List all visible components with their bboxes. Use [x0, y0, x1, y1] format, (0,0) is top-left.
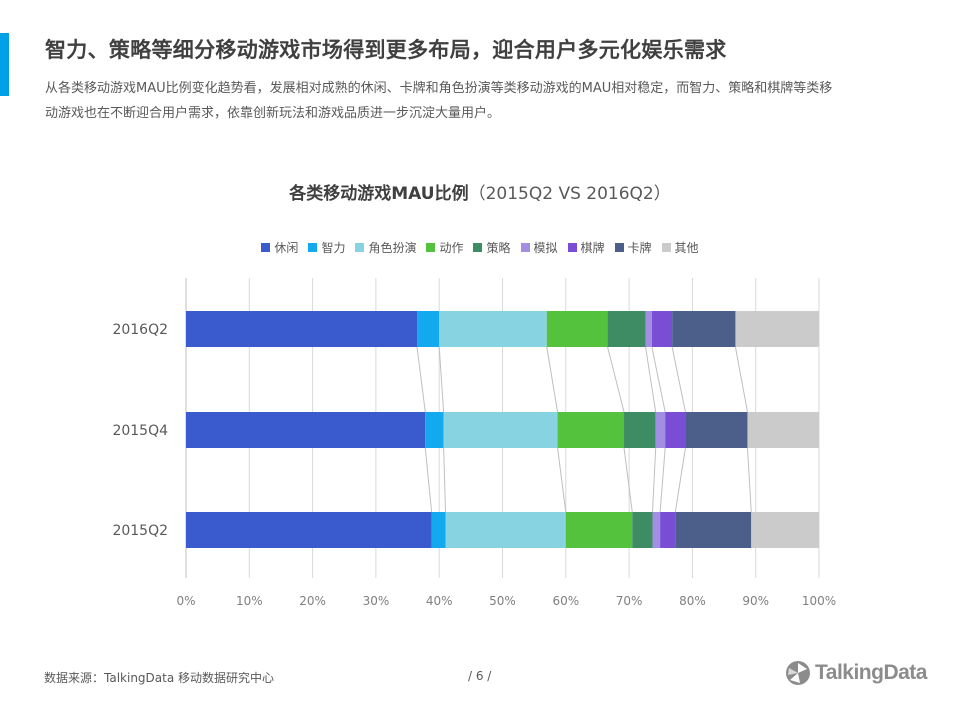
series-connector-line — [671, 346, 686, 413]
page-subtitle: 从各类移动游戏MAU比例变化趋势看，发展相对成熟的休闲、卡牌和角色扮演等类移动游… — [45, 81, 833, 121]
legend-swatch — [567, 243, 577, 252]
bar-segment — [652, 512, 661, 548]
x-tick-label: 20% — [299, 594, 326, 608]
bar-segment — [546, 311, 608, 347]
bar-segment — [439, 311, 547, 347]
legend-label: 棋牌 — [580, 241, 605, 255]
legend-item: 模拟 — [520, 239, 558, 256]
series-connector-line — [443, 447, 447, 513]
legend-item: 智力 — [308, 239, 345, 256]
legend-label: 智力 — [321, 241, 346, 255]
bar-segment — [624, 412, 656, 448]
bar-segment — [645, 311, 652, 347]
x-tick-label: 80% — [679, 594, 706, 608]
chart-title: 各类移动游戏MAU比例（2015Q2 VS 2016Q2） — [0, 179, 960, 204]
series-connector-line — [424, 447, 433, 513]
chart-title-sub: （2015Q2 VS 2016Q2） — [468, 184, 671, 204]
legend-item: 休闲 — [261, 239, 298, 256]
legend-swatch — [520, 243, 530, 252]
legend-item: 角色扮演 — [355, 239, 416, 256]
bar-segment — [445, 512, 566, 548]
series-connector-line — [651, 346, 666, 413]
bar-segment — [655, 412, 666, 448]
chart-title-main: 各类移动游戏MAU比例 — [289, 184, 469, 204]
bar-segment — [557, 412, 625, 448]
x-tick-label: 100% — [802, 594, 836, 608]
x-tick-label: 90% — [742, 594, 769, 608]
series-connector-line — [607, 346, 625, 413]
chart-legend: 休闲 智力 角色扮演 动作 策略 模拟 棋牌 卡牌 其他 — [0, 239, 960, 256]
series-connector-line — [623, 447, 633, 513]
bar-segment — [685, 412, 748, 448]
x-tick-label: 70% — [616, 594, 643, 608]
x-tick-label: 40% — [426, 594, 453, 608]
y-tick-label: 2015Q4 — [112, 423, 168, 439]
series-connector-line — [659, 447, 666, 513]
y-tick-label: 2015Q2 — [112, 523, 168, 539]
title-accent-bar — [0, 33, 9, 96]
bar-segment — [660, 512, 676, 548]
bar-segment — [675, 512, 752, 548]
legend-swatch — [473, 243, 483, 252]
bar-segment — [417, 311, 440, 347]
bar-segment — [186, 512, 432, 548]
series-connector-line — [438, 346, 445, 413]
legend-item: 其他 — [661, 239, 699, 256]
series-connector-line — [674, 447, 686, 513]
bar-segment — [632, 512, 653, 548]
legend-item: 棋牌 — [567, 239, 605, 256]
legend-swatch — [661, 243, 671, 252]
x-tick-label: 10% — [236, 594, 263, 608]
legend-label: 模拟 — [533, 241, 558, 255]
logo-icon — [786, 661, 810, 685]
x-tick-label: 50% — [489, 594, 516, 608]
series-connector-line — [734, 346, 748, 413]
x-tick-label: 60% — [552, 594, 579, 608]
legend-swatch — [308, 243, 318, 252]
legend-item: 动作 — [426, 239, 463, 256]
series-connector-line — [652, 447, 657, 513]
bar-segment — [186, 311, 418, 347]
legend-label: 休闲 — [274, 241, 299, 255]
bar-segment — [425, 412, 444, 448]
logo-text: TalkingData — [815, 661, 927, 684]
legend-label: 策略 — [486, 241, 511, 255]
bar-segment — [431, 512, 446, 548]
legend-label: 其他 — [674, 241, 699, 255]
bar-segment — [186, 412, 426, 448]
bar-segment — [747, 412, 819, 448]
legend-label: 卡牌 — [627, 241, 652, 255]
bar-segment — [565, 512, 633, 548]
x-tick-label: 0% — [176, 594, 195, 608]
legend-item: 卡牌 — [614, 239, 652, 256]
bar-segment — [735, 311, 819, 347]
bar-segment — [665, 412, 686, 448]
legend-swatch — [614, 243, 624, 252]
bar-segment — [443, 412, 558, 448]
bar-segment — [751, 512, 819, 548]
legend-label: 动作 — [439, 241, 464, 255]
series-connector-line — [645, 346, 657, 413]
series-connector-line — [416, 346, 426, 413]
bar-segment — [672, 311, 736, 347]
bar-segment — [607, 311, 646, 347]
series-connector-line — [557, 447, 567, 513]
y-tick-label: 2016Q2 — [112, 322, 168, 338]
legend-item: 策略 — [473, 239, 511, 256]
legend-swatch — [261, 243, 271, 252]
page-title: 智力、策略等细分移动游戏市场得到更多布局，迎合用户多元化娱乐需求 — [45, 38, 727, 62]
page-number: / 6 / — [468, 669, 492, 683]
series-connector-line — [746, 447, 752, 513]
bar-segment — [651, 311, 673, 347]
data-source: 数据来源：TalkingData 移动数据研究中心 — [44, 671, 275, 685]
legend-swatch — [426, 243, 436, 252]
x-tick-label: 30% — [363, 594, 390, 608]
legend-swatch — [355, 243, 365, 252]
series-connector-line — [546, 346, 559, 413]
legend-label: 角色扮演 — [368, 241, 417, 255]
talkingdata-logo: TalkingData — [785, 660, 927, 686]
